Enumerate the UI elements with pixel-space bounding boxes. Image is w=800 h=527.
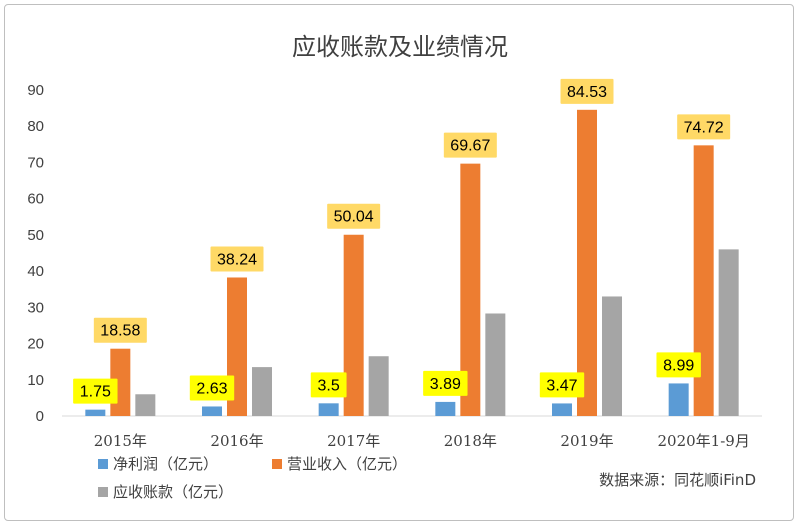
data-source-note: 数据来源：同花顺iFinD <box>599 471 756 489</box>
bar-net-profit <box>202 406 222 416</box>
data-label-bg <box>73 378 118 404</box>
y-tick-label: 80 <box>27 118 44 135</box>
y-tick-label: 30 <box>27 299 44 316</box>
data-label-bg <box>539 372 585 398</box>
legend-swatch-revenue <box>272 459 282 469</box>
data-label-revenue: 69.67 <box>450 138 490 155</box>
plot-area <box>85 109 739 417</box>
data-labels: 1.75 18.58 2.63 38.24 3.5 50.04 3.89 69.67 3.47 8… <box>73 78 731 404</box>
data-label-bg <box>443 132 497 158</box>
data-label-net-profit: 3.47 <box>546 377 577 394</box>
data-label-bg <box>327 203 381 229</box>
data-label-revenue: 50.04 <box>334 209 374 226</box>
data-label-net-profit: 3.89 <box>430 376 461 393</box>
y-tick-label: 70 <box>27 154 44 171</box>
bar-net-profit <box>318 403 339 416</box>
bar-net-profit <box>668 383 689 416</box>
data-label-bg <box>189 375 235 401</box>
legend-swatch-receivables <box>98 487 108 497</box>
legend-label-revenue: 营业收入（亿元） <box>287 455 407 473</box>
legend-label-receivables: 应收账款（亿元） <box>113 483 233 501</box>
y-tick-label: 60 <box>27 191 44 208</box>
legend-swatch-net-profit <box>98 459 108 469</box>
x-category-label: 2017年 <box>327 432 380 450</box>
x-category-label: 2016年 <box>210 432 263 450</box>
bar-receivables <box>252 367 272 416</box>
data-label-bg <box>210 246 264 272</box>
y-tick-label: 10 <box>27 372 44 389</box>
chart-frame <box>4 4 794 521</box>
x-category-label: 2020年1-9月 <box>657 432 749 450</box>
legend: 净利润（亿元） 营业收入（亿元） 应收账款（亿元） <box>98 455 407 501</box>
data-label-revenue: 38.24 <box>217 251 257 268</box>
legend-label-net-profit: 净利润（亿元） <box>113 455 218 473</box>
x-category-label: 2019年 <box>560 432 613 450</box>
data-label-bg <box>310 372 347 398</box>
data-label-bg <box>656 352 701 378</box>
data-label-net-profit: 3.5 <box>318 377 340 394</box>
x-category-label: 2015年 <box>94 432 147 450</box>
y-tick-label: 20 <box>27 336 44 353</box>
data-label-revenue: 84.53 <box>567 84 607 101</box>
bar-revenue <box>343 234 364 416</box>
bar-receivables <box>368 356 389 416</box>
bar-net-profit <box>552 403 572 416</box>
bar-revenue <box>577 109 597 417</box>
bar-receivables <box>602 296 622 416</box>
y-axis: 0 10 20 30 40 50 60 70 80 90 <box>27 82 762 425</box>
data-label-bg <box>93 317 147 343</box>
data-label-net-profit: 1.75 <box>80 384 111 401</box>
bar-receivables <box>135 394 156 416</box>
y-tick-label: 90 <box>27 82 44 99</box>
y-tick-label: 0 <box>36 408 44 425</box>
y-tick-label: 40 <box>27 263 44 280</box>
y-tick-label: 50 <box>27 227 44 244</box>
bar-net-profit <box>85 409 106 416</box>
bar-revenue <box>693 145 714 417</box>
bar-receivables <box>485 313 506 416</box>
data-label-revenue: 74.72 <box>684 119 724 136</box>
bar-receivables <box>718 249 739 416</box>
data-label-net-profit: 2.63 <box>196 380 227 397</box>
data-label-bg <box>560 78 614 104</box>
bar-revenue <box>460 163 481 416</box>
data-label-bg <box>677 114 731 140</box>
data-label-net-profit: 8.99 <box>663 357 694 374</box>
x-axis: 2015年 2016年 2017年 2018年 2019年 2020年1-9月 <box>94 432 750 450</box>
x-category-label: 2018年 <box>444 432 497 450</box>
chart-title: 应收账款及业绩情况 <box>292 33 508 61</box>
bar-net-profit <box>435 401 456 416</box>
data-label-revenue: 18.58 <box>100 323 140 340</box>
data-label-bg <box>423 370 468 396</box>
